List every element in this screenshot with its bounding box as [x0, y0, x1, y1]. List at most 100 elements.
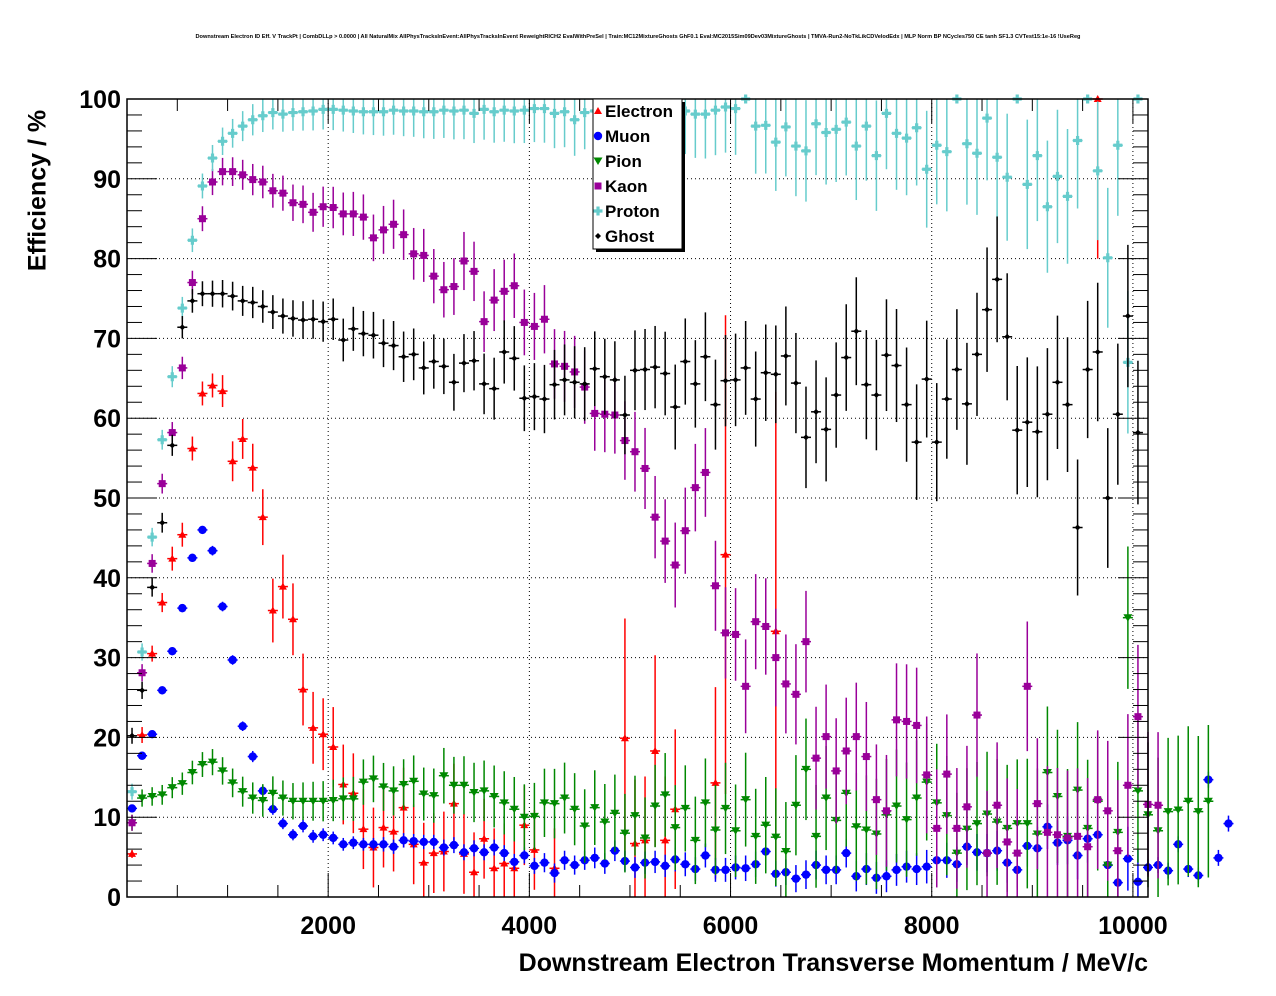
data-point: [329, 204, 337, 212]
data-point: [1003, 838, 1011, 846]
data-point: [812, 754, 820, 762]
data-point: [1084, 366, 1091, 373]
data-point: [298, 797, 308, 806]
data-point: [1084, 843, 1092, 851]
data-point: [913, 721, 921, 729]
data-point: [349, 838, 358, 847]
data-point: [129, 732, 136, 739]
legend-entry-ghost: Ghost: [595, 227, 654, 246]
data-point: [792, 380, 799, 387]
data-point: [309, 208, 317, 216]
data-point: [670, 824, 680, 832]
legend-marker-kaon: [594, 182, 602, 190]
data-point: [710, 105, 720, 115]
data-point: [550, 108, 560, 118]
data-point: [460, 257, 468, 265]
data-point: [509, 805, 519, 814]
y-tick-label: 100: [79, 86, 121, 114]
data-point: [479, 104, 489, 114]
data-point: [771, 833, 781, 842]
data-point: [731, 104, 741, 114]
data-point: [299, 685, 308, 693]
data-point: [1173, 806, 1183, 815]
data-point: [1104, 495, 1111, 501]
data-point: [430, 358, 437, 365]
data-point: [570, 805, 580, 814]
data-point: [873, 392, 880, 399]
data-point: [329, 742, 338, 750]
data-point: [309, 723, 318, 731]
data-point: [429, 849, 438, 857]
data-point: [419, 837, 428, 847]
data-point: [269, 309, 276, 316]
data-point: [710, 826, 720, 834]
data-point: [1104, 807, 1112, 815]
chart-title: Downstream Electron ID Eff. V TrackPt | …: [195, 34, 1081, 40]
data-point: [1224, 819, 1233, 828]
legend-marker-proton: [593, 206, 603, 216]
data-point: [771, 137, 781, 147]
data-point: [288, 108, 298, 118]
data-point: [179, 324, 186, 331]
data-point: [1064, 834, 1072, 842]
data-point: [258, 111, 268, 121]
data-point: [680, 804, 690, 813]
data-point: [1094, 796, 1102, 804]
data-point: [661, 537, 669, 545]
data-point: [570, 115, 580, 125]
data-point: [459, 848, 469, 857]
data-point: [772, 654, 780, 662]
data-point: [419, 858, 428, 866]
data-point: [862, 753, 870, 761]
data-point: [922, 862, 931, 871]
data-point: [1042, 202, 1052, 212]
data-point: [641, 464, 649, 472]
data-point: [288, 797, 298, 806]
data-point: [893, 716, 901, 724]
y-tick-label: 80: [93, 246, 121, 274]
data-point: [197, 181, 207, 191]
data-point: [741, 796, 751, 804]
data-point: [268, 108, 278, 118]
data-point: [429, 107, 439, 117]
data-point: [892, 802, 902, 811]
data-point: [450, 379, 457, 386]
data-point: [340, 336, 347, 343]
data-point: [519, 105, 529, 115]
data-point: [992, 152, 1002, 162]
data-point: [168, 647, 177, 656]
data-point: [972, 820, 982, 828]
data-point: [248, 115, 258, 125]
data-point: [480, 834, 489, 842]
data-point: [621, 412, 628, 419]
data-point: [298, 821, 308, 831]
data-point: [550, 800, 560, 808]
data-point: [519, 813, 529, 822]
data-point: [1154, 801, 1162, 809]
data-point: [732, 376, 739, 383]
data-point: [963, 400, 970, 407]
data-point: [742, 364, 749, 371]
data-point: [881, 108, 891, 118]
data-point: [489, 107, 499, 117]
data-point: [601, 373, 608, 380]
data-point: [851, 823, 861, 831]
data-point: [813, 408, 820, 415]
data-point: [1124, 781, 1132, 789]
data-point: [529, 812, 539, 821]
data-point: [320, 318, 327, 325]
data-point: [308, 797, 318, 806]
data-point: [923, 771, 931, 779]
data-point: [640, 834, 650, 842]
legend-entry-electron: Electron: [594, 102, 673, 121]
data-point: [863, 381, 870, 388]
data-point: [1022, 179, 1032, 189]
data-point: [239, 171, 247, 179]
data-point: [671, 561, 679, 569]
data-point: [1123, 854, 1133, 863]
data-point: [811, 119, 821, 129]
data-point: [259, 178, 267, 186]
data-point: [278, 582, 287, 590]
data-point: [330, 316, 337, 323]
data-point: [581, 380, 588, 387]
